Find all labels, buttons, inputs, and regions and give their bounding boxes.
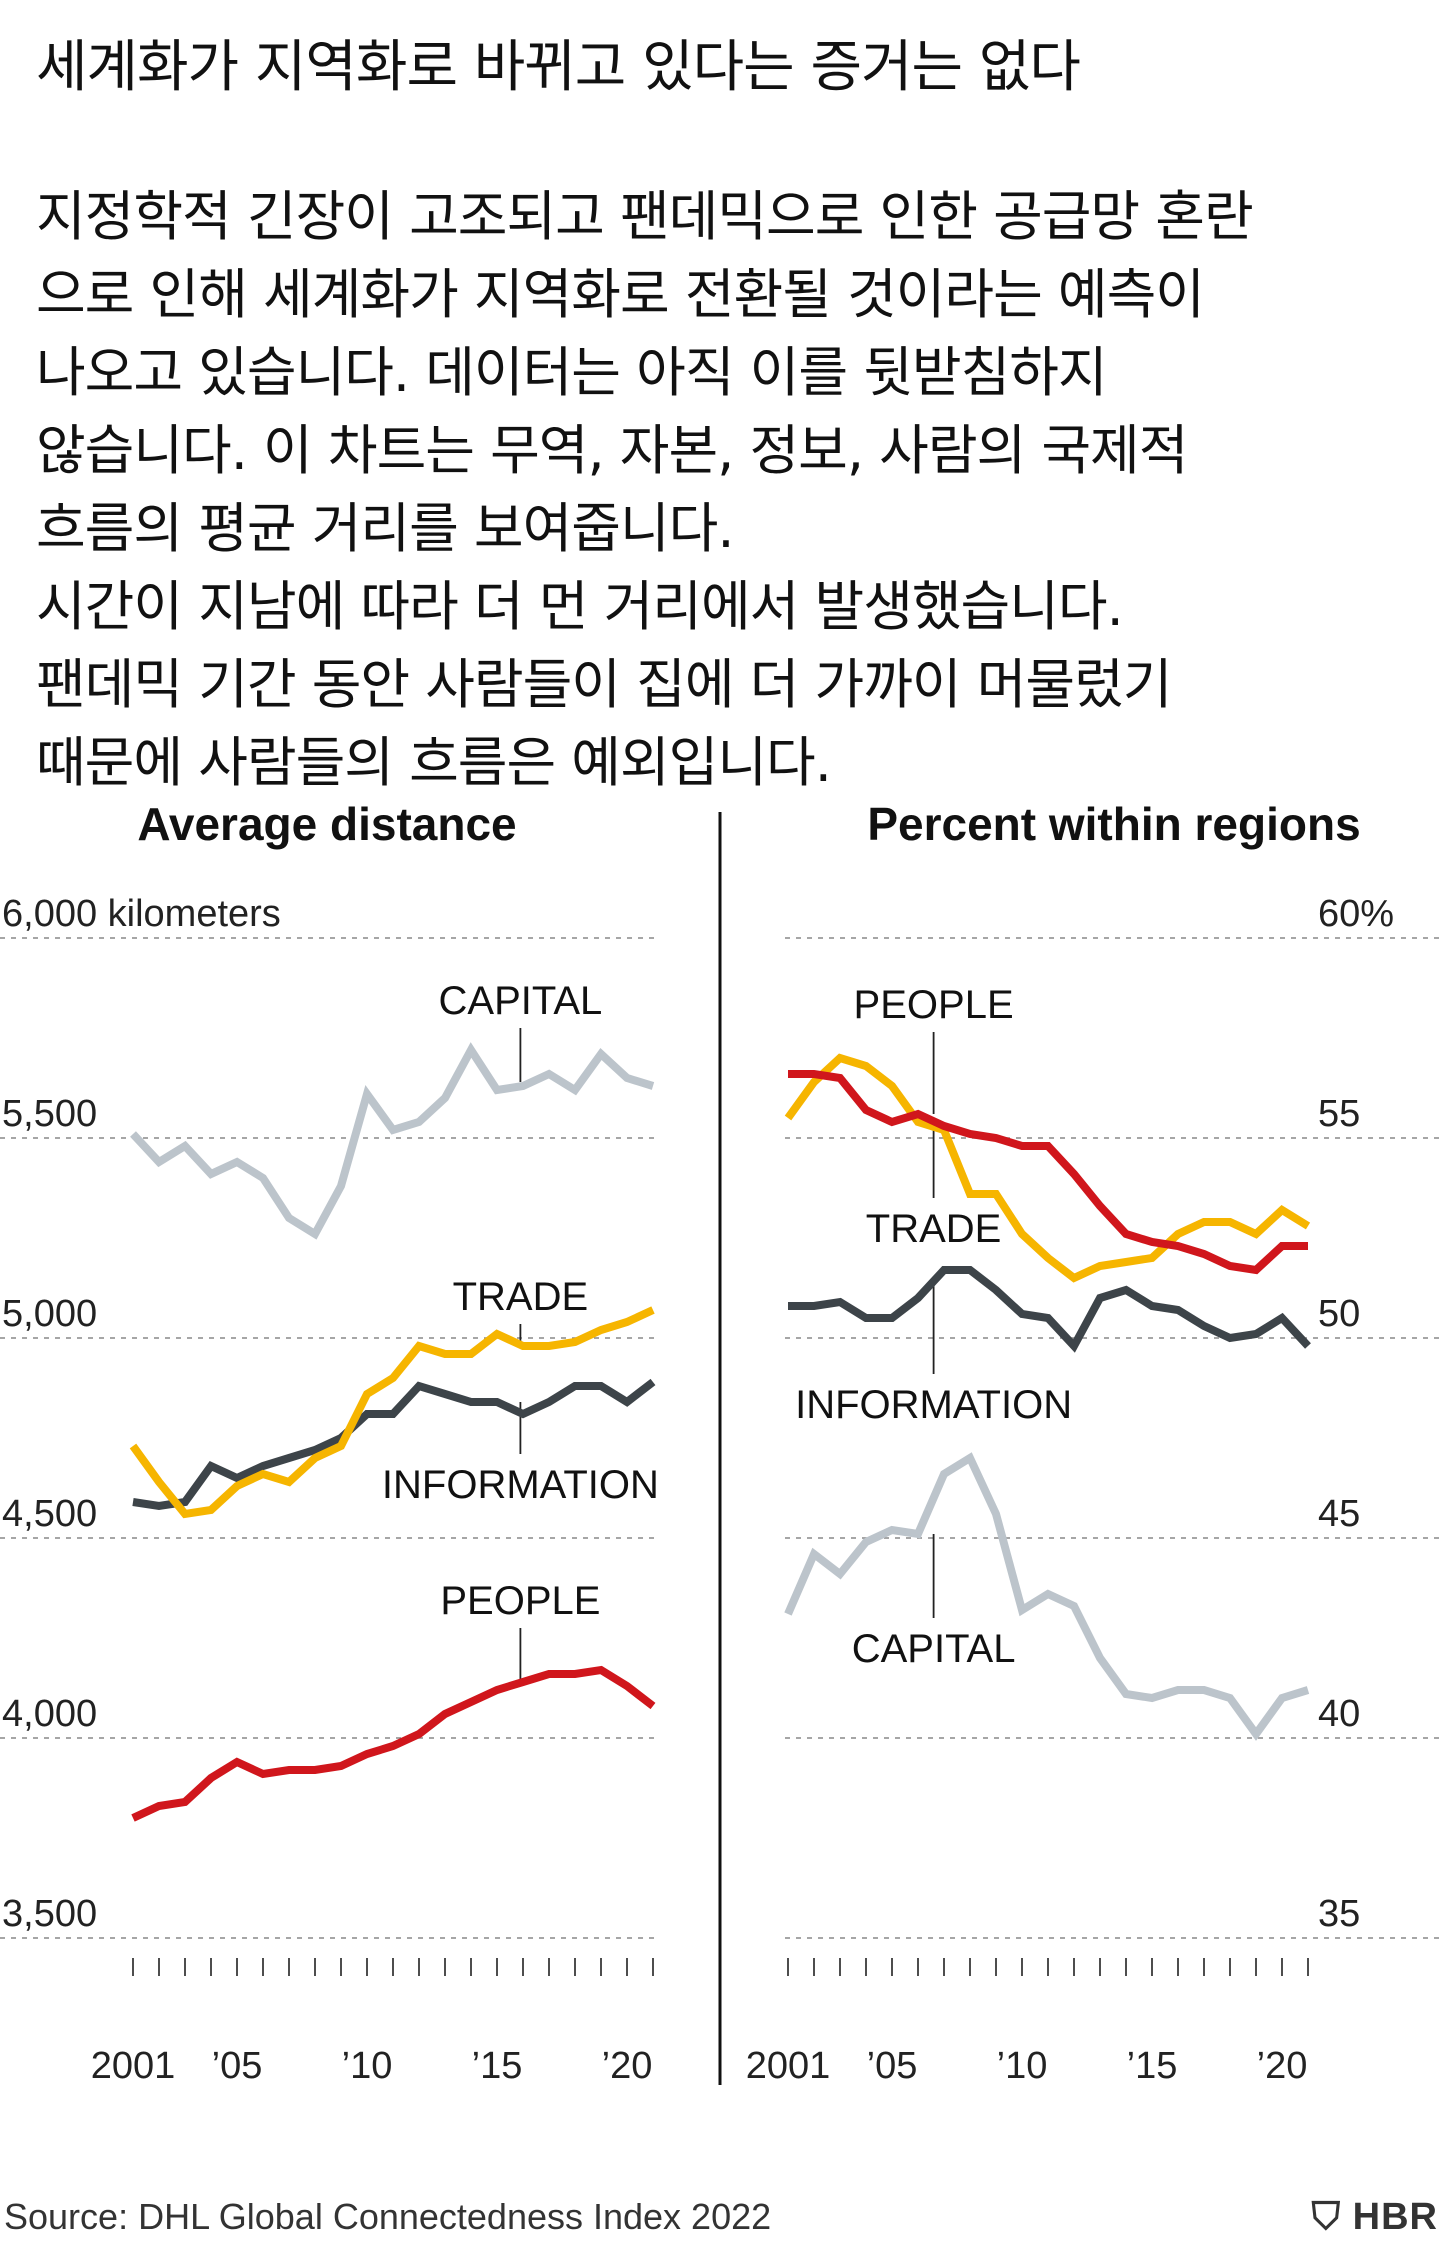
- people-series-label: PEOPLE: [440, 1579, 600, 1623]
- trade-series-label: TRADE: [866, 1207, 1002, 1251]
- x-tick-label: ’15: [472, 2045, 523, 2087]
- hbr-logo: ⛉ HBR: [1312, 2196, 1438, 2239]
- capital-series-label: CAPITAL: [852, 1627, 1016, 1671]
- y-tick-label: 4,000: [2, 1693, 97, 1735]
- capital-line: [784, 1452, 1310, 1741]
- x-tick-label: ’10: [997, 2045, 1048, 2087]
- y-tick-label: 5,000: [2, 1293, 97, 1335]
- y-tick-label: 55: [1318, 1093, 1360, 1135]
- information-series-label: INFORMATION: [795, 1383, 1072, 1427]
- x-tick-label: ’05: [867, 2045, 918, 2087]
- people-line: [788, 1070, 1308, 1275]
- trade-line: [784, 1053, 1311, 1283]
- information-line: [788, 1266, 1311, 1353]
- y-tick-label: 5,500: [2, 1093, 97, 1135]
- shield-icon: ⛉: [1311, 2196, 1342, 2238]
- intro-line: 시간이 지남에 따라 더 먼 거리에서 발생했습니다.: [36, 575, 1124, 638]
- y-tick-label: 60%: [1318, 893, 1394, 935]
- capital-series-label: CAPITAL: [439, 979, 603, 1023]
- charts-area: Average distance 6,000 kilometers 5,500 5,0…: [0, 798, 1440, 2087]
- information-series-label: INFORMATION: [382, 1463, 659, 1507]
- y-tick-label: 35: [1318, 1893, 1360, 1935]
- capital-line: [130, 1042, 655, 1240]
- y-tick-label: 4,500: [2, 1493, 97, 1535]
- intro-text: 지정학적 긴장이 고조되고 팬데믹으로 인한 공급망 혼란 으로 인해 세계화가…: [36, 178, 1426, 802]
- information-line: [132, 1378, 656, 1511]
- intro-line: 흐름의 평균 거리를 보여줍니다.: [36, 497, 735, 560]
- people-series-label: PEOPLE: [854, 983, 1014, 1027]
- x-tick-label: ’05: [212, 2045, 263, 2087]
- percent-within-regions-chart: Percent within regions 60% 55 50 45 40 35 2001 ’…: [746, 798, 1440, 2087]
- intro-line: 팬데믹 기간 동안 사람들이 집에 더 가까이 머물렀기: [36, 653, 1172, 716]
- source-note: Source: DHL Global Connectedness Index 2…: [4, 2196, 772, 2237]
- y-tick-label: 40: [1318, 1693, 1360, 1735]
- x-tick-label: 2001: [91, 2045, 176, 2087]
- chart-title: Average distance: [137, 798, 516, 850]
- y-tick-label: 50: [1318, 1293, 1360, 1335]
- x-tick-label: 2001: [746, 2045, 831, 2087]
- intro-line: 지정학적 긴장이 고조되고 팬데믹으로 인한 공급망 혼란: [36, 185, 1254, 248]
- page-title: 세계화가 지역화로 바뀌고 있다는 증거는 없다: [36, 35, 1081, 100]
- x-tick-label: ’20: [602, 2045, 653, 2087]
- intro-line: 으로 인해 세계화가 지역화로 전환될 것이라는 예측이: [36, 263, 1205, 326]
- y-tick-label: 3,500: [2, 1893, 97, 1935]
- intro-line: 않습니다. 이 차트는 무역, 자본, 정보, 사람의 국제적: [36, 419, 1188, 482]
- x-tick-label: ’10: [342, 2045, 393, 2087]
- y-tick-label: 45: [1318, 1493, 1360, 1535]
- trade-series-label: TRADE: [453, 1275, 589, 1319]
- logo-text: HBR: [1352, 2196, 1438, 2238]
- intro-line: 때문에 사람들의 흐름은 예외입니다.: [36, 731, 832, 794]
- x-tick-label: ’20: [1257, 2045, 1308, 2087]
- x-tick-label: ’15: [1127, 2045, 1178, 2087]
- people-line: [131, 1665, 656, 1822]
- y-tick-label: 6,000 kilometers: [2, 893, 281, 935]
- chart-title: Percent within regions: [867, 798, 1360, 850]
- average-distance-chart: Average distance 6,000 kilometers 5,500 5,0…: [0, 798, 659, 2087]
- trade-line: [129, 1306, 655, 1519]
- intro-line: 나오고 있습니다. 데이터는 아직 이를 뒷받침하지: [36, 341, 1108, 404]
